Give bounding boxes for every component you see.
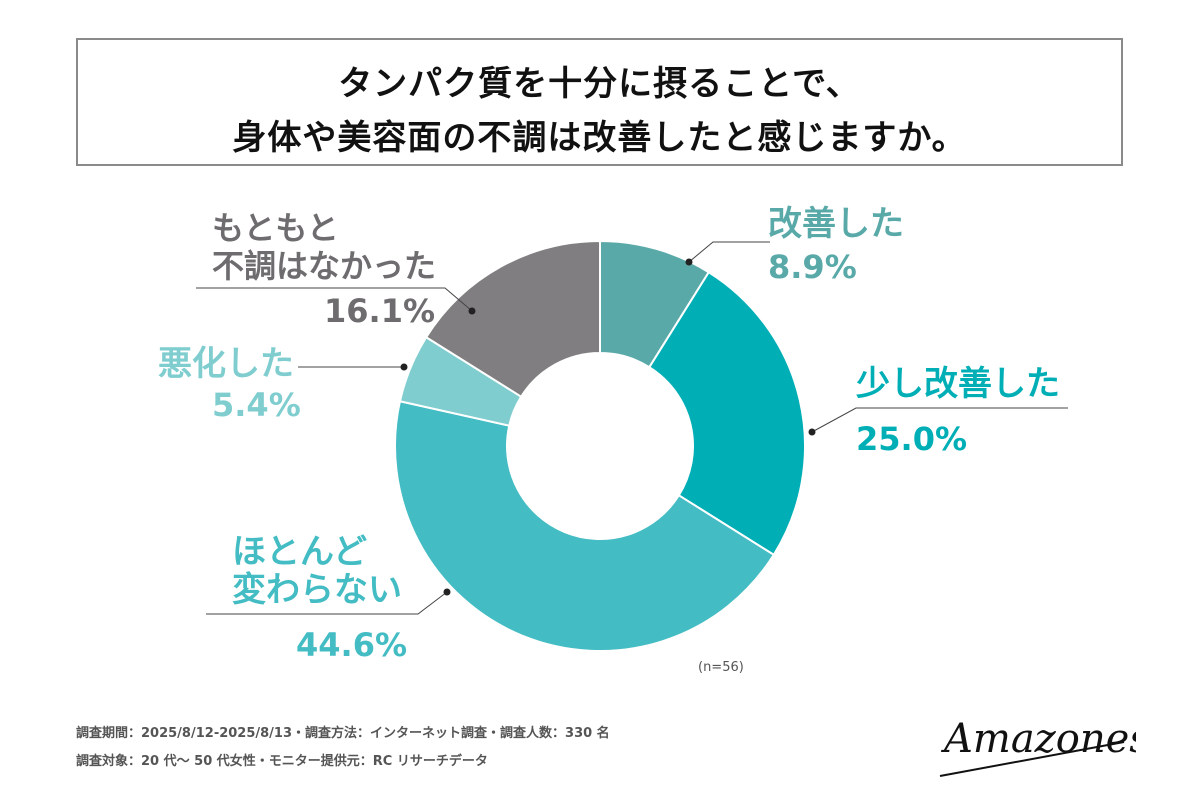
sample-size: (n=56)	[698, 660, 744, 675]
pct-no-change: 44.6%	[296, 626, 408, 664]
label-no-issue-2: 不調はなかった	[212, 247, 437, 285]
leader-line-improved	[688, 241, 770, 263]
pct-no-issue: 16.1%	[324, 292, 436, 330]
leader-line-no-change	[206, 591, 448, 615]
label-worsened: 悪化した	[158, 344, 294, 384]
brand-logo: Amazones	[939, 716, 1136, 777]
label-no-issue-1: もともと	[212, 209, 339, 247]
leader-dot-no-issue	[468, 307, 476, 315]
title-line-1: タンパク質を十分に摂ることで、	[338, 64, 861, 104]
label-no-change-1: ほとんど	[232, 532, 367, 572]
leader-dot-no-change	[443, 588, 451, 596]
brand-logo-text: Amazones	[940, 716, 1136, 762]
title-box: タンパク質を十分に摂ることで、 身体や美容面の不調は改善したと感じますか。	[76, 38, 1123, 166]
leader-dot-improved	[685, 258, 693, 266]
leader-lines	[196, 241, 1068, 615]
footer-line-1: 調査期間：2025/8/12-2025/8/13・調査方法：インターネット調査・…	[76, 726, 610, 741]
leader-dot-worsened	[400, 363, 408, 371]
slice-1	[647, 270, 806, 557]
donut-slices	[394, 239, 806, 652]
leader-line-slightly-improved	[811, 407, 1068, 433]
leader-dot-slightly-improved	[808, 428, 816, 436]
footer-line-2: 調査対象：20 代〜 50 代女性・モニター提供元：RC リサーチデータ	[76, 754, 488, 769]
label-improved: 改善した	[768, 204, 904, 244]
label-no-change-2: 変わらない	[232, 570, 402, 610]
pct-worsened: 5.4%	[212, 386, 301, 424]
slice-2	[394, 400, 776, 652]
pct-slightly-improved: 25.0%	[856, 420, 968, 458]
slice-4	[424, 239, 601, 399]
pct-improved: 8.9%	[768, 248, 857, 286]
title-line-2: 身体や美容面の不調は改善したと感じますか。	[232, 118, 967, 158]
leader-line-no-issue	[196, 287, 473, 312]
label-slightly-improved: 少し改善した	[856, 364, 1060, 404]
